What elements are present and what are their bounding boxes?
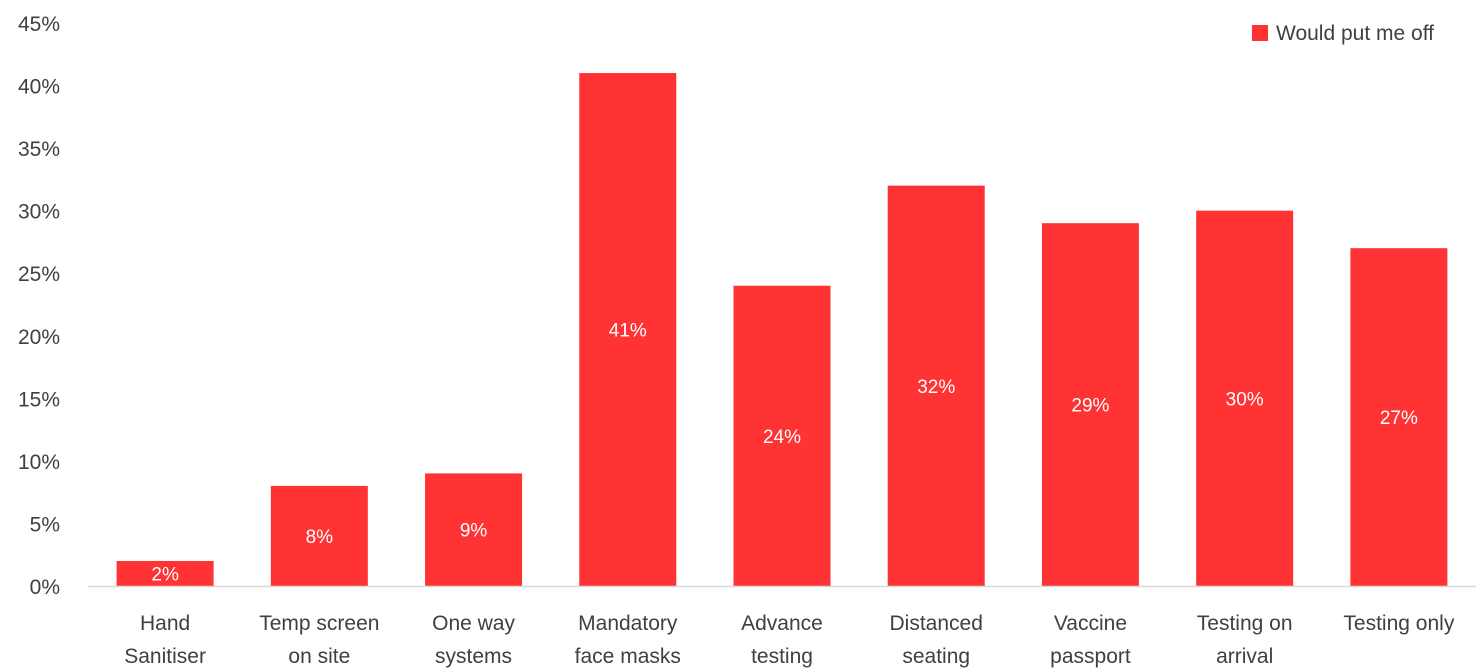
x-category-label: seating <box>902 645 970 668</box>
bar <box>887 185 985 586</box>
bar-data-label: 29% <box>1071 396 1109 417</box>
x-category-label: face masks <box>575 645 681 668</box>
bar <box>270 485 368 586</box>
x-category-label: Vaccine <box>1054 612 1127 635</box>
y-tick-label: 25% <box>18 263 60 286</box>
y-tick-label: 20% <box>18 326 60 349</box>
x-category-label: Mandatory <box>578 612 678 635</box>
bar-data-label: 9% <box>460 521 488 542</box>
bar-data-label: 2% <box>151 564 179 585</box>
bar-data-label: 8% <box>306 527 334 548</box>
y-tick-label: 35% <box>18 138 60 161</box>
y-tick-label: 15% <box>18 388 60 411</box>
bar-data-label: 41% <box>609 321 647 342</box>
x-category-label: Hand <box>140 612 190 635</box>
x-category-label: Testing only <box>1343 612 1454 635</box>
x-category-label: on site <box>288 645 350 668</box>
x-category-label: Sanitiser <box>124 645 206 668</box>
bar-data-label: 30% <box>1226 389 1264 410</box>
bar <box>579 73 677 587</box>
x-category-label: Temp screen <box>259 612 379 635</box>
bar-data-label: 32% <box>917 377 955 398</box>
x-category-label: arrival <box>1216 645 1273 668</box>
bar-data-label: 27% <box>1380 408 1418 429</box>
bar <box>1350 248 1448 586</box>
legend-label: Would put me off <box>1276 22 1434 45</box>
bar <box>733 285 831 586</box>
legend-swatch <box>1252 25 1268 41</box>
y-tick-label: 30% <box>18 201 60 224</box>
x-category-label: Distanced <box>890 612 983 635</box>
x-category-label: Advance <box>741 612 823 635</box>
bar <box>1041 223 1139 586</box>
legend: Would put me off <box>1252 22 1434 45</box>
bar <box>116 560 214 586</box>
y-tick-label: 45% <box>18 13 60 36</box>
x-category-label: Testing on <box>1197 612 1293 635</box>
y-axis: 0% 5% 10% 15% 20% 25% 30% 35% 40% 45% <box>18 13 60 599</box>
x-category-label: passport <box>1050 645 1131 668</box>
x-category-label: testing <box>751 645 813 668</box>
y-tick-label: 5% <box>30 513 60 536</box>
bars: 2% 8% 9% 41% 24% 32% 29% 30% 27% <box>116 73 1448 587</box>
x-category-label: One way <box>432 612 515 635</box>
y-tick-label: 0% <box>30 576 60 599</box>
y-tick-label: 40% <box>18 76 60 99</box>
bar <box>1196 210 1294 586</box>
x-category-label: systems <box>435 645 512 668</box>
x-axis: Hand Sanitiser Temp screen on site One way sy… <box>88 585 1476 668</box>
y-tick-label: 10% <box>18 451 60 474</box>
bar-data-label: 24% <box>763 427 801 448</box>
bar <box>425 473 523 586</box>
